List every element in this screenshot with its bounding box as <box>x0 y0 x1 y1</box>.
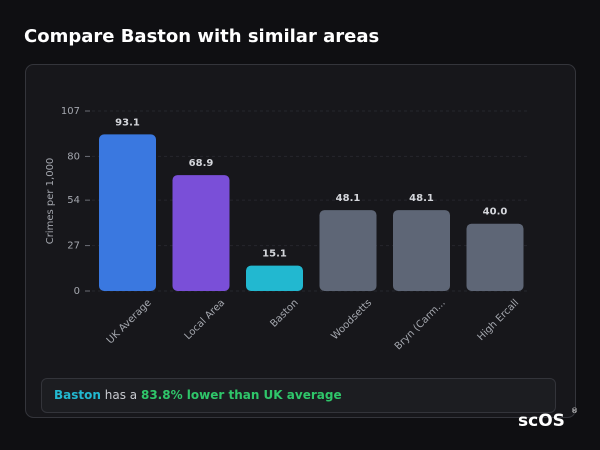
bar <box>319 210 377 291</box>
y-tick-label: 107 <box>61 106 80 117</box>
value-label: 15.1 <box>262 249 287 260</box>
bar <box>99 134 156 291</box>
bar <box>172 175 230 291</box>
bar <box>246 265 303 291</box>
logo-mark: ® <box>571 407 578 415</box>
value-label: 68.9 <box>189 158 214 169</box>
y-tick-label: 54 <box>67 195 80 206</box>
summary-text: has a <box>104 388 138 402</box>
bar <box>393 210 450 291</box>
value-label: 48.1 <box>409 193 434 204</box>
y-tick-label: 0 <box>74 286 80 297</box>
card <box>25 64 576 418</box>
value-label: 40.0 <box>483 207 508 218</box>
value-label: 93.1 <box>115 117 140 128</box>
y-tick-label: 27 <box>67 241 80 252</box>
y-tick-label: 80 <box>67 151 80 162</box>
logo: scOS <box>518 411 565 431</box>
value-label: 48.1 <box>336 193 361 204</box>
bar <box>466 223 524 291</box>
summary-area: Baston <box>54 388 101 402</box>
summary-highlight: 83.8% lower than UK average <box>140 388 342 402</box>
summary: Baston has a 83.8% lower than UK average <box>41 378 556 413</box>
y-axis-label: Crimes per 1,000 <box>45 158 56 245</box>
page-title: Compare Baston with similar areas <box>24 26 379 47</box>
